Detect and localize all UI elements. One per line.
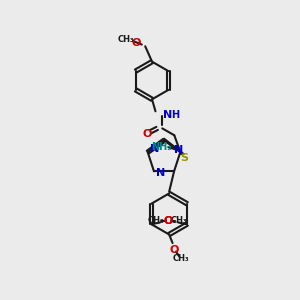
Text: O: O [169, 245, 179, 255]
Text: CH₃: CH₃ [170, 216, 187, 225]
Text: N: N [163, 110, 172, 120]
Text: O: O [142, 128, 152, 139]
Text: NH₂: NH₂ [151, 142, 172, 152]
Text: CH₃: CH₃ [118, 35, 135, 44]
Text: N: N [174, 146, 183, 155]
Text: O: O [164, 216, 173, 226]
Text: S: S [181, 153, 189, 163]
Text: N: N [156, 168, 165, 178]
Text: CH₃: CH₃ [173, 254, 189, 263]
Text: O: O [164, 216, 173, 226]
Text: CH₃: CH₃ [148, 216, 164, 225]
Text: O: O [132, 38, 141, 48]
Text: N: N [150, 144, 159, 154]
Text: H: H [171, 110, 179, 120]
